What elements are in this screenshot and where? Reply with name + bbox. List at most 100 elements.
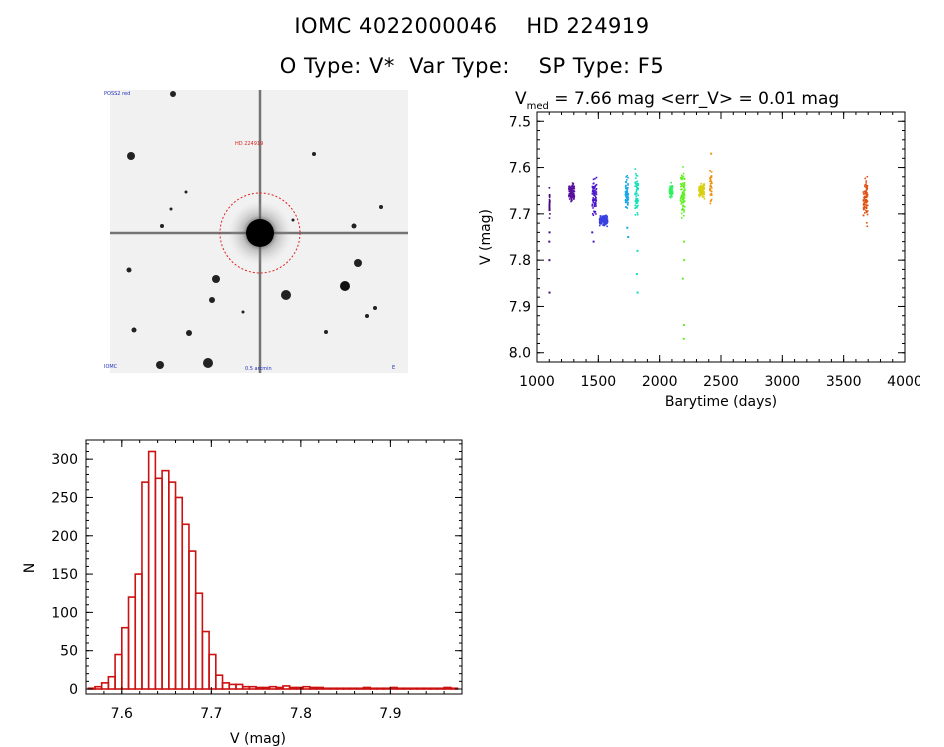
light-curve-point — [681, 188, 683, 190]
light-curve-point — [569, 188, 572, 191]
light-curve-point — [606, 222, 608, 225]
light-curve-point — [626, 226, 629, 229]
light-curve-point — [680, 188, 682, 191]
light-curve-point — [569, 194, 572, 197]
light-curve-point — [683, 184, 686, 187]
histogram-bar — [141, 481, 150, 690]
light-curve-point — [635, 174, 638, 177]
light-curve-point — [568, 195, 570, 198]
light-curve-point — [635, 190, 638, 193]
light-curve-point — [636, 200, 639, 202]
light-curve-point — [682, 323, 685, 326]
light-curve-point — [625, 179, 628, 181]
light-curve-point — [592, 189, 594, 192]
light-curve-point — [606, 216, 608, 219]
light-curve-point — [593, 202, 596, 204]
light-curve-point — [865, 207, 868, 210]
light-curve-point — [680, 196, 682, 199]
histogram-bar — [416, 687, 425, 690]
light-curve-point — [627, 184, 629, 186]
light-curve-point — [602, 224, 604, 227]
light-curve-point — [709, 182, 712, 185]
histogram-ytick-label: 100 — [51, 605, 78, 621]
light-curve-point — [682, 185, 684, 188]
light-curve-point — [549, 213, 551, 215]
histogram-bar — [403, 687, 412, 690]
light-curve-point — [603, 223, 605, 226]
histogram-xlabel: V (mag) — [230, 731, 286, 746]
light-curve-point — [548, 217, 551, 219]
light-curve-point — [864, 209, 867, 212]
light-curve-point — [682, 183, 685, 185]
chart-title-line-1: IOMC 4022000046 HD 224919 — [294, 14, 650, 38]
histogram-bar — [389, 686, 398, 690]
light-curve-point — [862, 208, 865, 211]
light-curve-point — [624, 192, 627, 195]
light-curve-point — [671, 195, 673, 198]
light-curve-point — [709, 189, 712, 192]
sky-label-bottom-center: 0.5 arcmin — [245, 366, 272, 372]
light-curve-point — [864, 191, 867, 194]
light-curve-point — [595, 191, 598, 193]
light-curve-point — [865, 190, 867, 192]
light-curve-point — [703, 187, 706, 189]
light-curve-point — [699, 191, 702, 194]
light-curve-point — [682, 214, 685, 217]
light-curve-point — [682, 191, 685, 194]
light-curve-point — [636, 198, 639, 200]
light-curve-point — [862, 203, 865, 206]
light-curve-point — [592, 240, 595, 243]
histogram-bar — [94, 685, 103, 690]
light-curve-point — [865, 198, 868, 201]
light-curve-point — [605, 214, 607, 217]
light-curve-point — [864, 177, 867, 180]
light-curve-point — [599, 215, 602, 217]
light-curve-point — [866, 204, 869, 207]
light-curve-point — [668, 192, 671, 194]
sky-label-target: HD 224919 — [235, 141, 263, 147]
light-curve-point — [600, 222, 603, 225]
light-curve-point — [711, 182, 713, 185]
light-curve-point — [866, 192, 868, 194]
histogram-bar — [335, 687, 345, 690]
light-curve-point — [600, 220, 603, 222]
light-curve-point — [570, 191, 573, 193]
light-curve-point — [862, 191, 865, 193]
light-curve-point — [699, 186, 701, 189]
light-curve-point — [601, 217, 604, 220]
light-curve-point — [679, 183, 682, 185]
light-curve-point — [625, 206, 628, 208]
light-curve-point — [573, 190, 576, 193]
light-curve-point — [682, 201, 684, 204]
histogram-bar — [288, 686, 298, 690]
light-curve-point — [605, 215, 608, 217]
light-curve-point — [568, 188, 570, 190]
light-curve-point — [573, 185, 576, 188]
light-curve-point — [594, 205, 597, 207]
light-curve-point — [683, 189, 685, 192]
light-curve-xtick-label: 3000 — [765, 374, 801, 390]
light-curve-point — [702, 192, 705, 195]
light-curve-point — [670, 190, 673, 192]
light-curve-point — [635, 206, 638, 208]
light-curve-point — [682, 199, 685, 202]
light-curve-point — [635, 273, 638, 276]
light-curve-point — [548, 259, 551, 262]
light-curve-point — [698, 195, 701, 198]
light-curve-point — [594, 177, 596, 180]
light-curve-point — [681, 198, 684, 201]
histogram-axes: 7.6 7.7 7.8 7.9 0 50 100 150 200 250 300 — [51, 440, 463, 722]
light-curve-xtick-label: 3500 — [826, 374, 862, 390]
light-curve-point — [635, 202, 637, 205]
light-curve-point — [863, 201, 866, 204]
light-curve-point — [592, 178, 595, 181]
light-curve-point — [602, 217, 605, 220]
light-curve-point — [865, 196, 868, 198]
histogram-bar — [208, 653, 217, 690]
light-curve-point — [709, 177, 712, 179]
histogram-bar — [121, 626, 130, 690]
light-curve-point — [683, 205, 686, 208]
light-curve-point — [592, 198, 595, 200]
light-curve-point — [625, 187, 628, 190]
light-curve-point — [682, 194, 684, 196]
